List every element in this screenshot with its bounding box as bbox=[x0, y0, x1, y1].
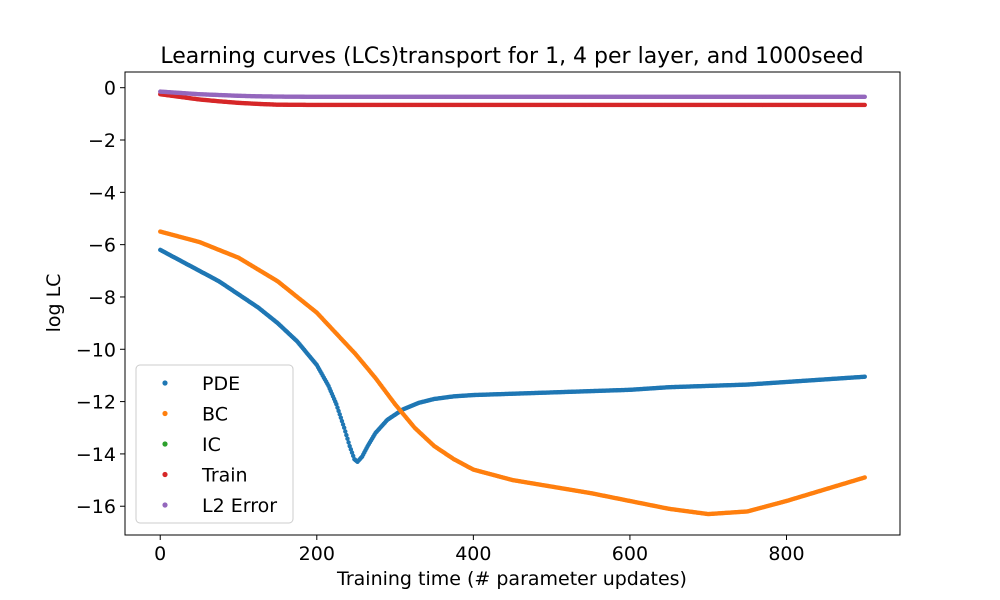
y-axis-ticks: 0 −2 −4 −6 −8 −10 −12 −14 −16 bbox=[76, 78, 125, 518]
data-point bbox=[862, 94, 867, 100]
series-pde bbox=[158, 247, 867, 464]
x-tick-label: 800 bbox=[768, 543, 804, 565]
y-tick-label: −2 bbox=[88, 130, 116, 152]
data-point bbox=[341, 425, 347, 430]
legend-frame bbox=[135, 364, 294, 524]
series-bc bbox=[158, 229, 867, 517]
series-train bbox=[158, 92, 867, 108]
plot-frame bbox=[124, 71, 901, 536]
data-point bbox=[344, 432, 349, 438]
y-tick-label: 0 bbox=[104, 78, 116, 100]
x-tick-label: 200 bbox=[299, 543, 335, 565]
legend: PDE BC IC Train L2 Error bbox=[135, 364, 294, 524]
data-point bbox=[343, 429, 348, 434]
legend-marker bbox=[162, 441, 168, 447]
x-tick-label: 600 bbox=[612, 543, 648, 565]
y-tick-label: −8 bbox=[88, 287, 116, 309]
data-point bbox=[862, 374, 867, 379]
data-point bbox=[335, 405, 340, 410]
y-tick-label: −16 bbox=[76, 496, 116, 518]
y-tick-label: −14 bbox=[76, 444, 116, 466]
x-tick-label: 400 bbox=[455, 543, 491, 565]
y-tick-label: −4 bbox=[88, 182, 116, 204]
legend-marker bbox=[162, 380, 168, 386]
legend-label: BC bbox=[202, 404, 228, 426]
legend-label: Train bbox=[201, 465, 248, 487]
x-axis-ticks: 0 200 400 600 800 bbox=[154, 535, 805, 565]
series-layer bbox=[158, 89, 867, 517]
data-point bbox=[345, 436, 350, 441]
data-point bbox=[862, 102, 867, 108]
data-point bbox=[334, 402, 339, 407]
legend-label: L2 Error bbox=[202, 495, 277, 517]
data-point bbox=[862, 475, 867, 480]
y-tick-label: −12 bbox=[76, 392, 116, 414]
legend-marker bbox=[162, 471, 168, 478]
data-point bbox=[337, 412, 342, 417]
x-tick-label: 0 bbox=[154, 543, 166, 565]
data-point bbox=[339, 418, 345, 424]
y-tick-label: −6 bbox=[88, 235, 116, 257]
data-point bbox=[338, 415, 344, 420]
data-point bbox=[340, 422, 346, 427]
chart-title: Learning curves (LCs)transport for 1, 4 … bbox=[160, 44, 863, 69]
y-tick-label: −10 bbox=[76, 339, 116, 361]
legend-marker bbox=[162, 502, 168, 508]
x-axis-label: Training time (# parameter updates) bbox=[336, 568, 687, 590]
y-axis-label: log LC bbox=[43, 274, 65, 333]
legend-label: IC bbox=[202, 434, 221, 456]
data-point bbox=[336, 408, 341, 414]
legend-label: PDE bbox=[202, 373, 240, 395]
data-point bbox=[346, 440, 351, 445]
legend-marker bbox=[162, 410, 168, 417]
series-l2-error bbox=[158, 89, 867, 100]
